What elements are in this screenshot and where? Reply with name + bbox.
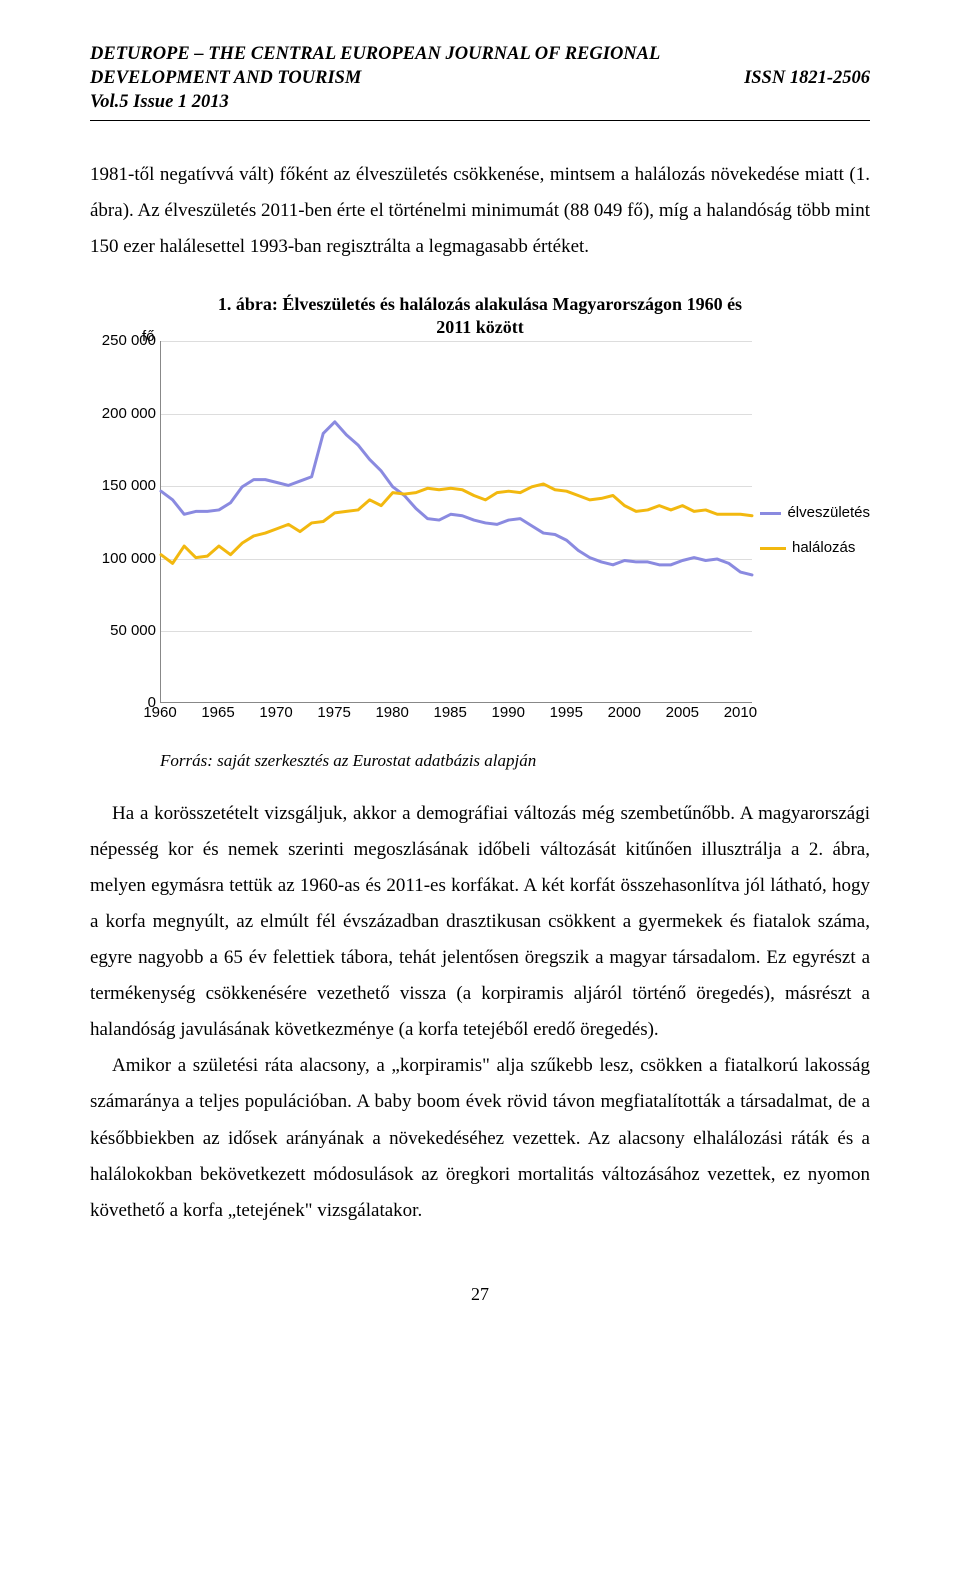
chart-title: 1. ábra: Élveszületés és halálozás alaku… [210, 293, 750, 338]
legend-item-births: élveszületés [760, 499, 870, 528]
paragraph-1: 1981-től negatívvá vált) főként az élves… [90, 157, 870, 265]
x-tick-label: 1985 [434, 699, 467, 728]
chart-lines-svg [161, 341, 752, 702]
x-tick-label: 2010 [724, 699, 757, 728]
plot-area [160, 341, 752, 703]
x-tick-label: 1960 [143, 699, 176, 728]
chart-legend: élveszületés halálozás [760, 499, 870, 568]
series-halálozás [161, 484, 752, 563]
y-tick-label: 250 000 [90, 327, 156, 356]
y-tick-label: 100 000 [90, 544, 156, 573]
x-tick-label: 1980 [375, 699, 408, 728]
x-tick-label: 1970 [259, 699, 292, 728]
paragraph-3: Amikor a születési ráta alacsony, a „kor… [90, 1048, 870, 1228]
header-rule [90, 120, 870, 121]
y-tick-label: 50 000 [90, 617, 156, 646]
journal-title: DETUROPE – THE CENTRAL EUROPEAN JOURNAL … [90, 42, 724, 90]
x-tick-label: 1990 [492, 699, 525, 728]
x-tick-label: 2000 [608, 699, 641, 728]
x-tick-label: 1965 [201, 699, 234, 728]
y-tick-label: 200 000 [90, 400, 156, 429]
issue-line: Vol.5 Issue 1 2013 [90, 90, 724, 114]
chart-box: 1. ábra: Élveszületés és halálozás alaku… [90, 289, 870, 739]
x-tick-label: 1995 [550, 699, 583, 728]
chart-source: Forrás: saját szerkesztés az Eurostat ad… [160, 745, 870, 777]
legend-swatch-births [760, 512, 781, 515]
x-tick-label: 1975 [317, 699, 350, 728]
header-left: DETUROPE – THE CENTRAL EUROPEAN JOURNAL … [90, 42, 724, 114]
issn: ISSN 1821-2506 [744, 66, 870, 90]
page-header: DETUROPE – THE CENTRAL EUROPEAN JOURNAL … [90, 42, 870, 114]
legend-swatch-deaths [760, 547, 786, 550]
header-right: ISSN 1821-2506 [724, 42, 870, 114]
page-number: 27 [90, 1277, 870, 1311]
legend-item-deaths: halálozás [760, 534, 870, 563]
paragraph-2: Ha a korösszetételt vizsgáljuk, akkor a … [90, 796, 870, 1049]
series-élveszületés [161, 422, 752, 575]
y-tick-label: 150 000 [90, 472, 156, 501]
figure-1: 1. ábra: Élveszületés és halálozás alaku… [90, 289, 870, 777]
legend-label-births: élveszületés [787, 499, 870, 528]
legend-label-deaths: halálozás [792, 534, 855, 563]
x-tick-label: 2005 [666, 699, 699, 728]
